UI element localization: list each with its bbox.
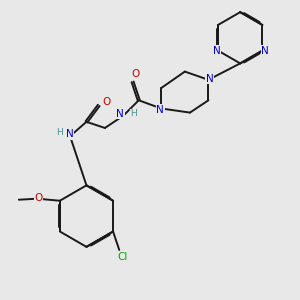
Text: H: H: [56, 128, 63, 136]
Text: O: O: [131, 69, 140, 79]
Text: O: O: [34, 193, 42, 203]
Text: O: O: [103, 97, 111, 107]
Text: N: N: [213, 46, 221, 56]
Text: N: N: [66, 129, 74, 139]
Text: N: N: [261, 46, 269, 56]
Text: N: N: [156, 104, 164, 115]
Text: N: N: [116, 109, 124, 118]
Text: H: H: [130, 109, 137, 118]
Text: N: N: [206, 74, 213, 84]
Text: Cl: Cl: [117, 252, 128, 262]
